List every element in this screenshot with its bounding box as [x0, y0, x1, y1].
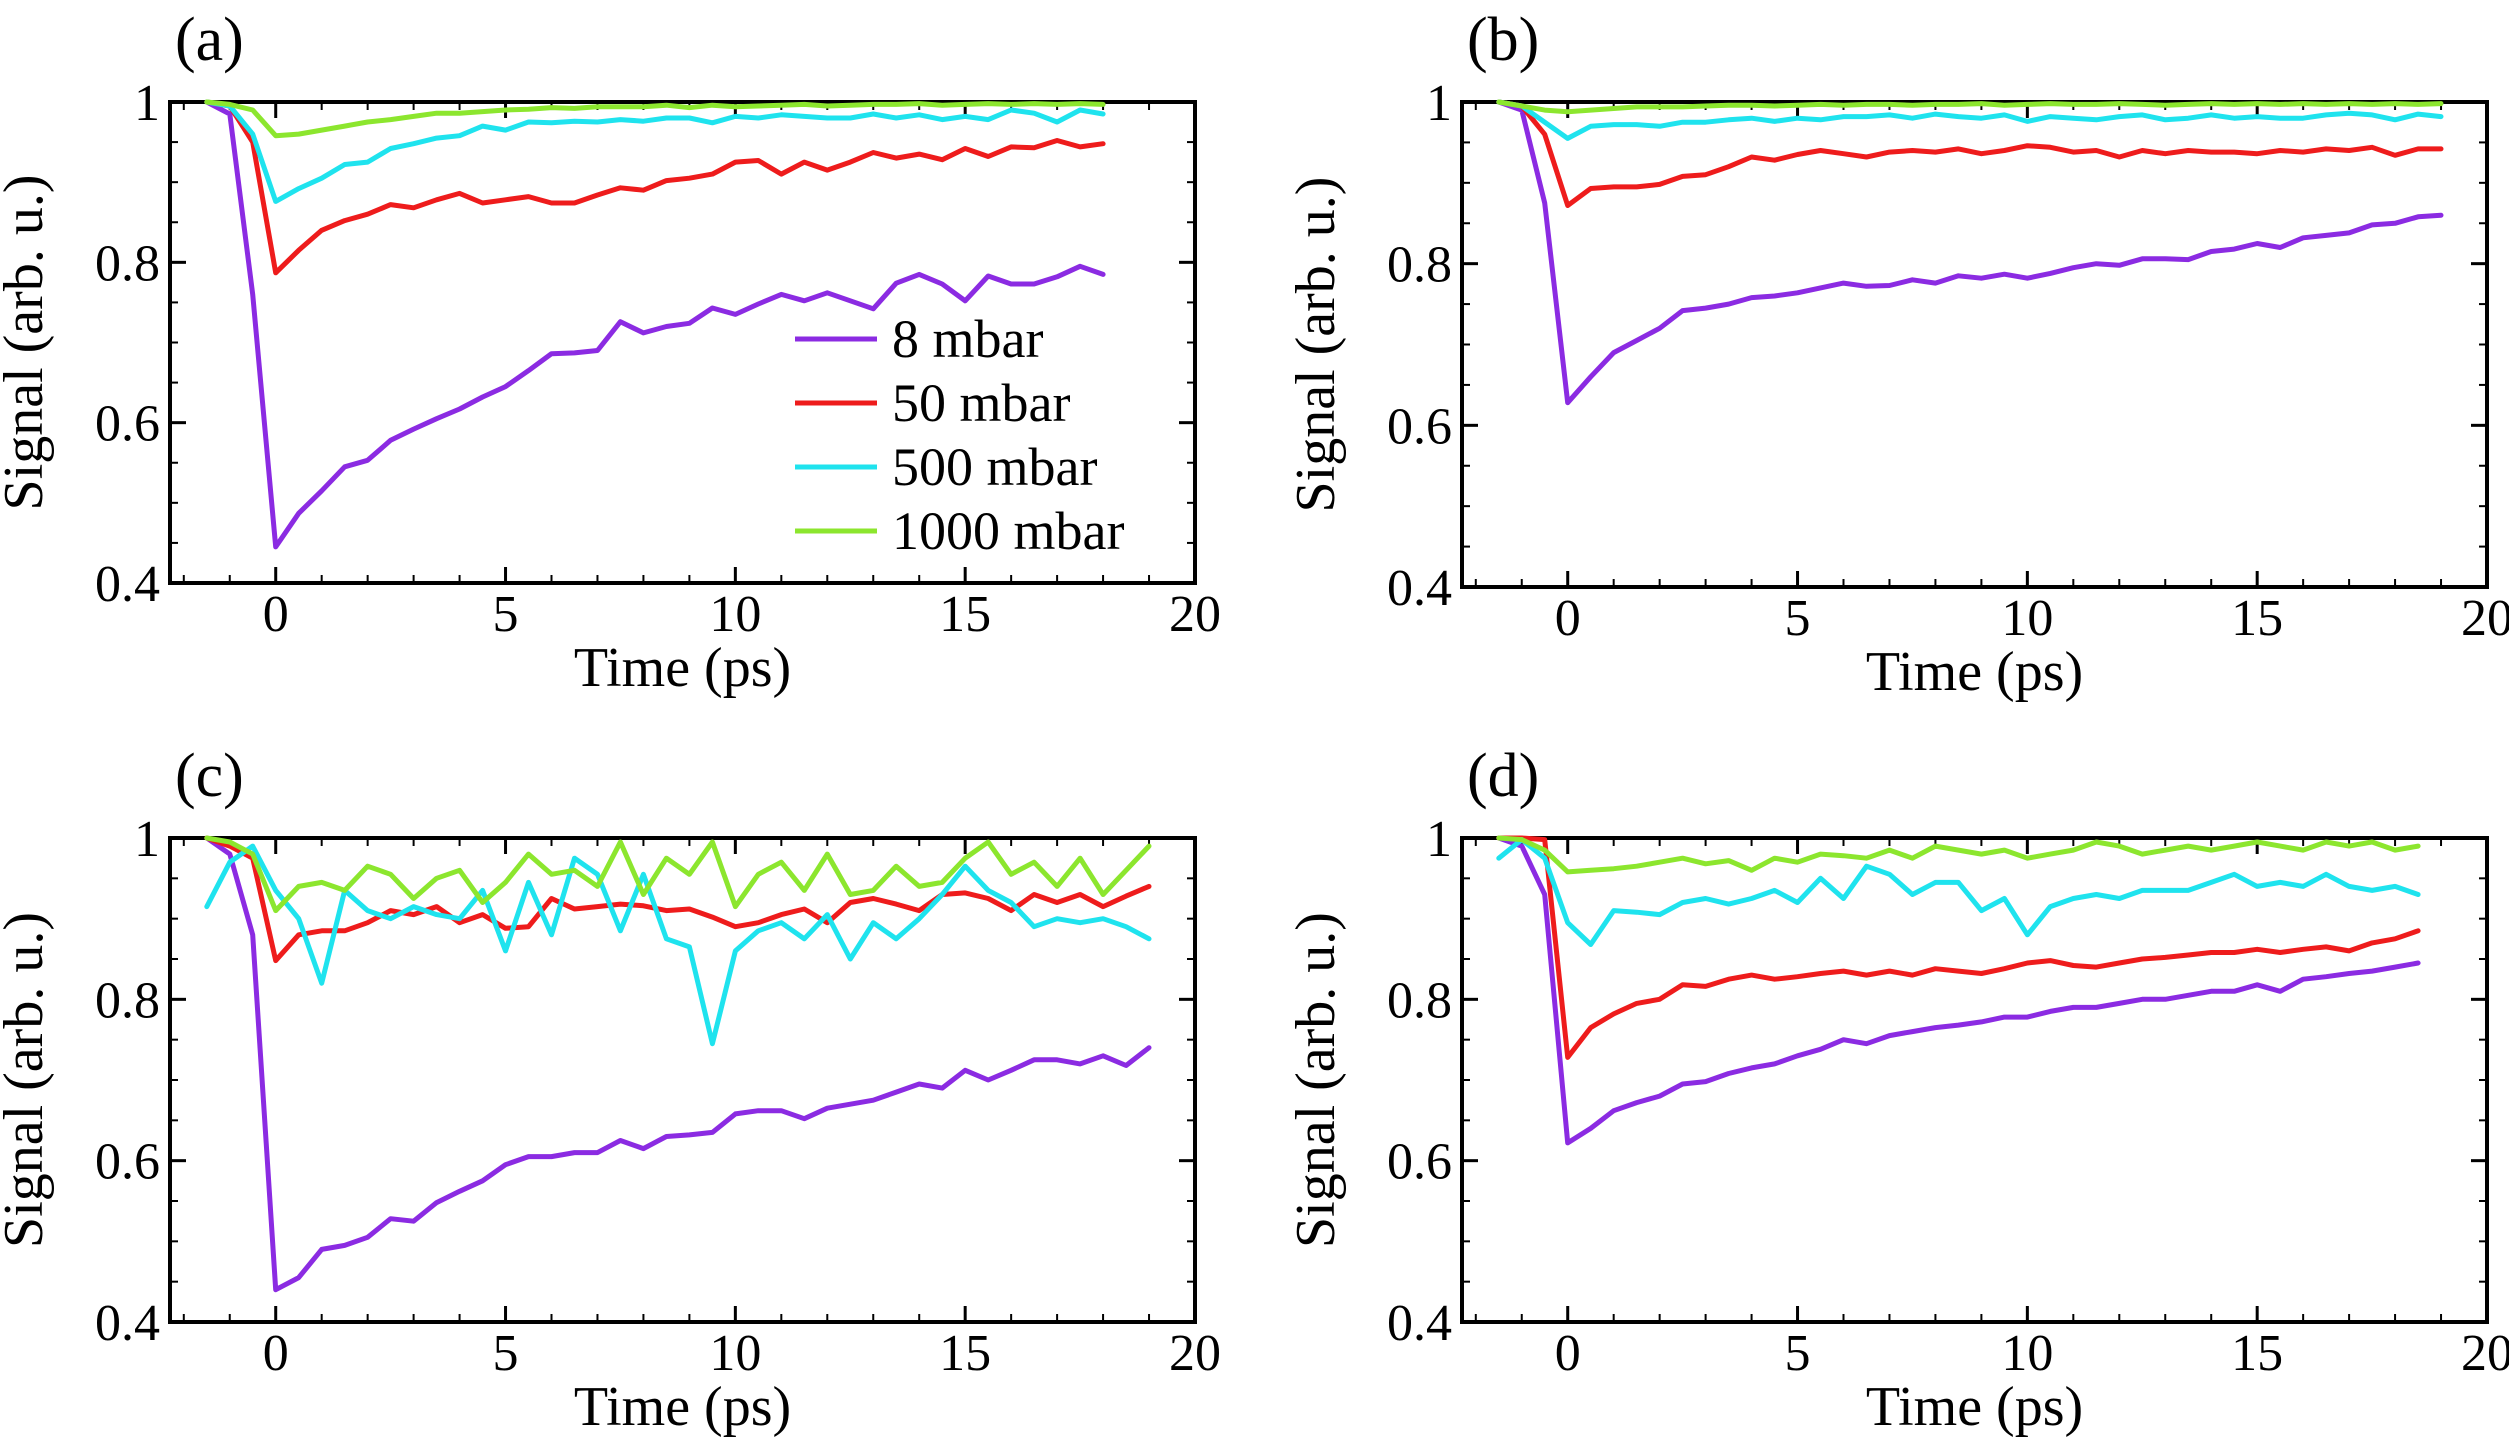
x-tick-label: 20	[1169, 1325, 1221, 1382]
y-tick-label: 0.4	[95, 556, 160, 613]
x-tick-label: 0	[1555, 590, 1581, 647]
x-tick-label: 5	[493, 1325, 519, 1382]
y-axis-label: Signal (arb. u.)	[1285, 912, 1347, 1248]
legend-label: 8 mbar	[892, 309, 1043, 369]
y-tick-label: 1	[134, 811, 160, 868]
x-tick-label: 10	[2001, 1325, 2053, 1382]
series-line-500-mbar	[204, 843, 1152, 1047]
panel-b: 0 5 10 15 20 0.4 0.6 0.8 1 Time (ps) Signal (arb. …	[1285, 6, 2509, 703]
y-tick-label: 0.6	[95, 396, 160, 453]
series-line-1000-mbar	[204, 99, 1106, 139]
series-line-50-mbar	[1496, 835, 2421, 1060]
legend-label: 50 mbar	[892, 373, 1070, 433]
x-tick-label: 10	[709, 1325, 761, 1382]
panel-d: 0 5 10 15 20 0.4 0.6 0.8 1 Time (ps) Signal (arb. …	[1285, 742, 2509, 1438]
series-line-1000-mbar	[1496, 835, 2421, 875]
x-tick-label: 20	[2461, 590, 2509, 647]
panel-label: (c)	[175, 742, 244, 810]
series-line-8-mbar	[1496, 99, 2444, 406]
x-tick-label: 0	[1555, 1325, 1581, 1382]
legend-label: 1000 mbar	[892, 501, 1124, 561]
series-group	[1496, 835, 2421, 1146]
x-axis-label: Time (ps)	[1866, 641, 2083, 703]
series-group	[1496, 99, 2444, 406]
panel-a: 0 5 10 15 20 0.4 0.6 0.8 1 Time (ps) Signal (arb. …	[0, 6, 1221, 699]
x-tick-label: 15	[2231, 1325, 2283, 1382]
series-line-50-mbar	[204, 99, 1106, 276]
panel-label: (b)	[1467, 6, 1539, 74]
x-tick-label: 0	[263, 1325, 289, 1382]
x-axis-label: Time (ps)	[574, 1376, 791, 1438]
x-tick-label: 5	[1785, 1325, 1811, 1382]
x-tick-label: 20	[1169, 586, 1221, 643]
y-tick-label: 0.4	[1387, 1295, 1452, 1352]
series-line-1000-mbar	[1496, 99, 2444, 115]
series-line-1000-mbar	[204, 835, 1152, 914]
x-axis-label: Time (ps)	[574, 637, 791, 699]
x-tick-label: 10	[2001, 590, 2053, 647]
y-axis-label: Signal (arb. u.)	[0, 175, 55, 511]
y-tick-label: 0.8	[95, 972, 160, 1029]
series-line-8-mbar	[1496, 835, 2421, 1146]
series-line-500-mbar	[1496, 99, 2444, 141]
y-tick-label: 0.8	[1387, 237, 1452, 294]
y-tick-label: 0.8	[95, 235, 160, 292]
series-line-50-mbar	[1496, 99, 2444, 208]
x-tick-label: 5	[493, 586, 519, 643]
series-line-50-mbar	[204, 835, 1152, 964]
x-tick-label: 0	[263, 586, 289, 643]
series-line-500-mbar	[1496, 837, 2421, 947]
x-axis-label: Time (ps)	[1866, 1376, 2083, 1438]
y-tick-label: 0.4	[95, 1295, 160, 1352]
x-tick-label: 15	[939, 586, 991, 643]
panel-c: 0 5 10 15 20 0.4 0.6 0.8 1 Time (ps) Signal (arb. …	[0, 742, 1221, 1438]
y-axis-label: Signal (arb. u.)	[0, 912, 55, 1248]
y-tick-label: 1	[134, 75, 160, 132]
x-tick-label: 15	[2231, 590, 2283, 647]
series-line-8-mbar	[204, 835, 1152, 1293]
y-tick-label: 0.6	[95, 1134, 160, 1191]
y-tick-label: 0.6	[1387, 1134, 1452, 1191]
panel-label: (d)	[1467, 742, 1539, 810]
series-group	[204, 835, 1152, 1293]
panel-label: (a)	[175, 6, 244, 74]
x-tick-label: 15	[939, 1325, 991, 1382]
y-axis-label: Signal (arb. u.)	[1285, 177, 1347, 513]
y-tick-label: 0.4	[1387, 560, 1452, 617]
y-tick-label: 0.8	[1387, 972, 1452, 1029]
y-tick-label: 1	[1426, 75, 1452, 132]
x-tick-label: 20	[2461, 1325, 2509, 1382]
x-tick-label: 5	[1785, 590, 1811, 647]
x-tick-label: 10	[709, 586, 761, 643]
series-line-8-mbar	[204, 99, 1106, 550]
y-tick-label: 1	[1426, 811, 1452, 868]
series-group	[204, 99, 1106, 550]
y-tick-label: 0.6	[1387, 398, 1452, 455]
legend-label: 500 mbar	[892, 437, 1097, 497]
series-line-500-mbar	[204, 99, 1106, 204]
plot-frame	[1460, 100, 2489, 589]
